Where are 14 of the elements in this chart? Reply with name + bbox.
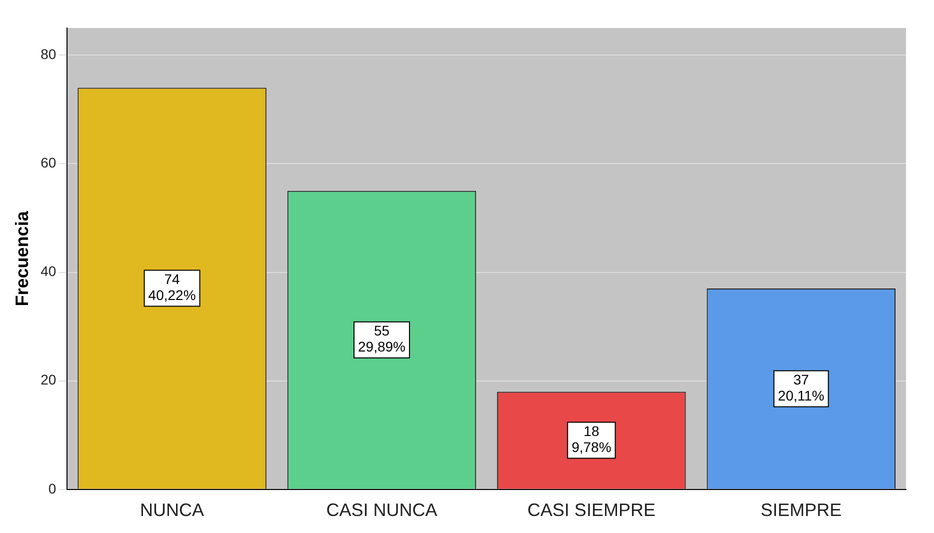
data-label: 37 20,11%: [778, 372, 824, 404]
y-tick-label: 60: [40, 154, 56, 171]
x-tick-label: SIEMPRE: [760, 500, 842, 520]
x-tick-label: CASI SIEMPRE: [527, 500, 656, 520]
y-tick-label: 80: [40, 46, 56, 62]
x-tick-label: NUNCA: [140, 500, 204, 520]
x-tick-label: CASI NUNCA: [326, 500, 438, 520]
y-tick-label: 20: [40, 372, 56, 388]
data-label: 18 9,78%: [572, 423, 612, 456]
y-axis-title: Frecuencia: [12, 210, 32, 306]
data-label: 74 40,22%: [148, 271, 196, 304]
data-label: 55 29,89%: [358, 322, 406, 355]
y-tick-label: 40: [40, 263, 56, 280]
y-tick-label: 0: [48, 480, 56, 496]
